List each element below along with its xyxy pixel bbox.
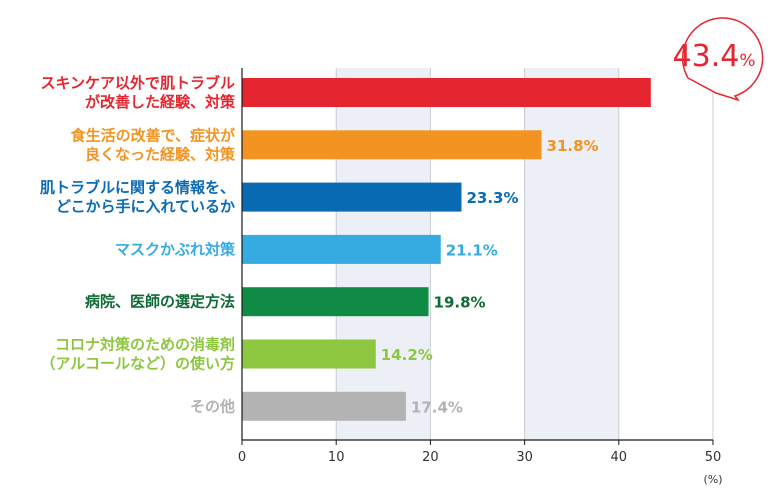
bars bbox=[242, 78, 651, 421]
category-label: 病院、医師の選定方法 bbox=[85, 293, 235, 311]
bar bbox=[242, 182, 462, 212]
category-label: 良くなった経験、対策 bbox=[85, 145, 236, 163]
value-labels: 31.8% 23.3% 21.1% 19.8% 14.2% 17.4% bbox=[381, 137, 599, 416]
category-label: （アルコールなど）の使い方 bbox=[40, 355, 235, 373]
category-label: マスクかぶれ対策 bbox=[115, 240, 236, 258]
callout-number: 43.4 bbox=[673, 39, 740, 74]
bar bbox=[242, 78, 651, 107]
callout-suffix: % bbox=[739, 51, 755, 71]
background-band bbox=[618, 68, 713, 440]
x-tick-label: 50 bbox=[705, 450, 722, 465]
callout-value: 43.4% bbox=[673, 39, 756, 74]
x-tick-label: 0 bbox=[238, 450, 246, 465]
value-label: 17.4% bbox=[411, 398, 463, 416]
bar bbox=[242, 234, 441, 264]
background-band bbox=[524, 68, 619, 440]
x-tick-label: 10 bbox=[328, 450, 345, 465]
category-label: 食生活の改善で、症状が bbox=[71, 126, 236, 144]
category-label: スキンケア以外で肌トラブル bbox=[40, 74, 235, 92]
background-band bbox=[430, 68, 525, 440]
x-tick-label: 20 bbox=[422, 450, 439, 465]
x-tick-label: 30 bbox=[516, 450, 533, 465]
value-label: 19.8% bbox=[434, 294, 486, 312]
bar bbox=[242, 287, 429, 317]
callout-bubble-shape bbox=[681, 17, 764, 102]
x-unit-label: (%) bbox=[703, 473, 722, 486]
category-label: が改善した経験、対策 bbox=[85, 93, 236, 111]
category-labels: スキンケア以外で肌トラブルが改善した経験、対策食生活の改善で、症状が良くなった経… bbox=[40, 74, 236, 415]
value-label: 21.1% bbox=[446, 241, 498, 259]
category-label: 肌トラブルに関する情報を、 bbox=[40, 179, 235, 197]
x-tick-label: 40 bbox=[611, 450, 628, 465]
category-label: コロナ対策のための消毒剤 bbox=[55, 336, 235, 354]
bar bbox=[242, 391, 406, 421]
bar bbox=[242, 339, 376, 369]
value-label: 14.2% bbox=[381, 346, 433, 364]
category-label: その他 bbox=[190, 397, 235, 415]
value-label: 31.8% bbox=[547, 137, 599, 155]
x-axis: 0 10 20 30 40 50 (%) bbox=[238, 68, 723, 486]
bar bbox=[242, 130, 542, 160]
value-label: 23.3% bbox=[466, 189, 518, 207]
callout-bubble: 43.4% bbox=[673, 17, 764, 102]
category-label: どこから手に入れているか bbox=[56, 198, 235, 216]
